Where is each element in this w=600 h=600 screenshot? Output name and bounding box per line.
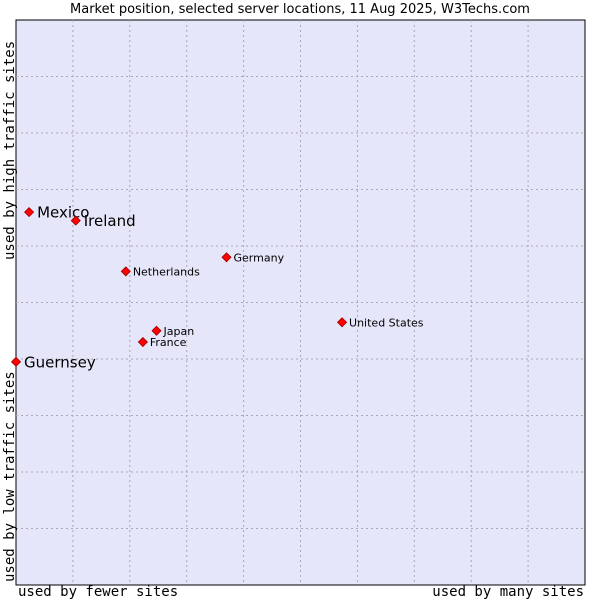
data-point: Germany bbox=[221, 251, 285, 264]
point-marker bbox=[24, 207, 35, 218]
point-marker bbox=[221, 252, 232, 263]
chart-title: Market position, selected server locatio… bbox=[70, 2, 530, 17]
point-label: Japan bbox=[163, 325, 195, 338]
data-point: Guernsey bbox=[10, 353, 96, 371]
data-point: United States bbox=[336, 316, 424, 329]
x-axis-label-left: used by fewer sites bbox=[18, 584, 179, 600]
point-marker bbox=[336, 317, 348, 328]
data-point: Ireland bbox=[70, 212, 136, 230]
y-axis-label-top: used by high traffic sites bbox=[2, 40, 18, 260]
x-axis-label-right: used by many sites bbox=[432, 584, 584, 600]
data-point: France bbox=[137, 336, 187, 349]
point-label: United States bbox=[349, 316, 424, 329]
point-label: France bbox=[150, 336, 187, 349]
point-label: Mexico bbox=[37, 204, 89, 222]
point-marker bbox=[151, 325, 162, 336]
point-marker bbox=[10, 356, 22, 367]
point-label: Guernsey bbox=[24, 353, 96, 371]
point-label: Ireland bbox=[84, 212, 136, 230]
point-label: Germany bbox=[234, 251, 285, 264]
point-marker bbox=[70, 215, 81, 226]
y-axis-label-bottom: used by low traffic sites bbox=[2, 371, 18, 582]
data-point: Netherlands bbox=[120, 265, 200, 278]
point-label: Netherlands bbox=[133, 265, 200, 278]
point-marker bbox=[120, 266, 131, 277]
point-marker bbox=[137, 336, 148, 348]
grid bbox=[16, 20, 585, 585]
data-point: Japan bbox=[151, 325, 195, 338]
